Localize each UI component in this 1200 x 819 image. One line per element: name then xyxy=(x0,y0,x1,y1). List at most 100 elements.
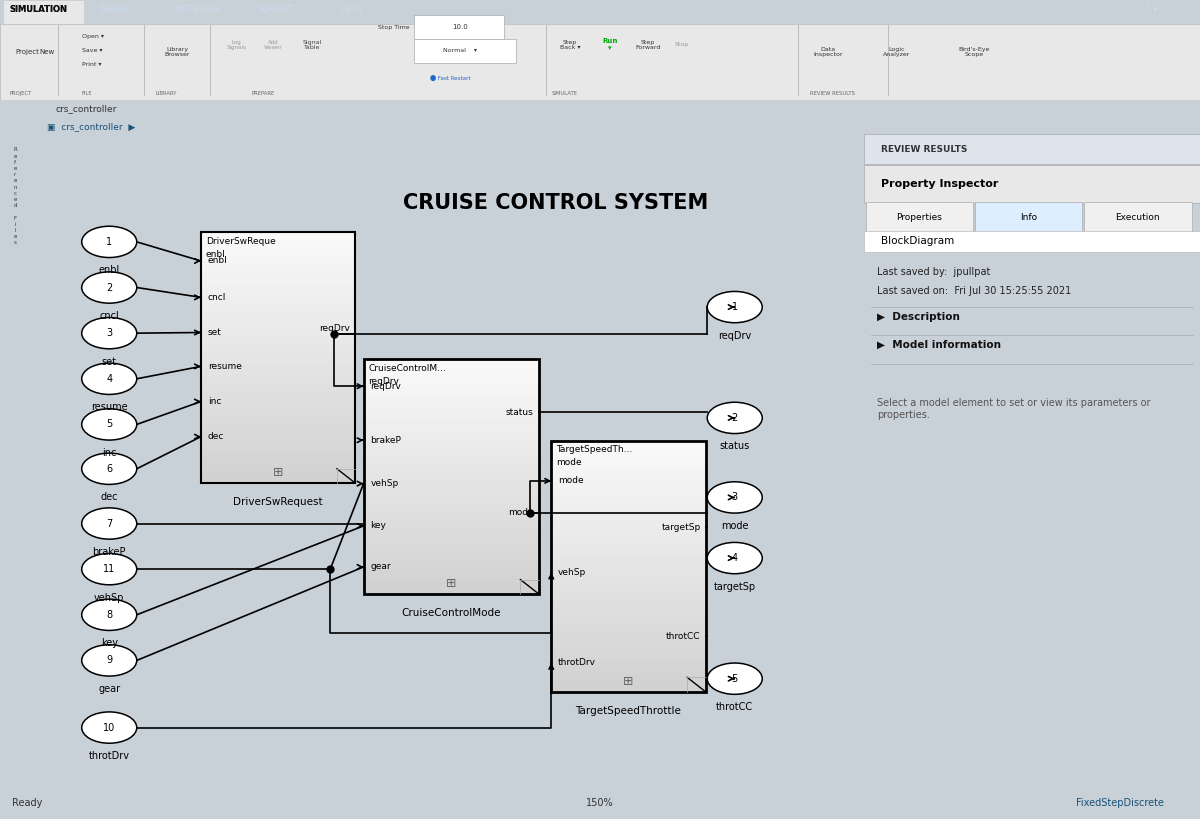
Bar xyxy=(551,491,706,495)
Bar xyxy=(364,484,539,488)
Text: Log
Signals: Log Signals xyxy=(227,39,246,50)
Bar xyxy=(364,418,539,422)
Bar xyxy=(551,658,706,663)
Bar xyxy=(200,479,355,483)
Bar xyxy=(551,512,706,516)
Text: SIMULATION: SIMULATION xyxy=(10,6,67,15)
Text: 10.0: 10.0 xyxy=(451,24,468,30)
Ellipse shape xyxy=(707,542,762,574)
Bar xyxy=(551,683,706,687)
Text: enbl: enbl xyxy=(206,250,226,259)
Bar xyxy=(364,512,539,516)
Bar xyxy=(551,504,706,508)
Text: DriverSwRequest: DriverSwRequest xyxy=(233,497,323,508)
Bar xyxy=(551,524,706,528)
Text: ▶  Description: ▶ Description xyxy=(877,312,960,322)
Bar xyxy=(200,253,355,257)
Bar xyxy=(364,481,539,484)
Bar xyxy=(364,519,539,523)
Ellipse shape xyxy=(82,272,137,303)
Text: key: key xyxy=(101,638,118,649)
Bar xyxy=(551,474,706,478)
Bar xyxy=(200,328,355,333)
Text: status: status xyxy=(506,408,534,417)
Text: 6: 6 xyxy=(106,464,113,473)
Bar xyxy=(200,245,355,249)
Text: enbl: enbl xyxy=(98,265,120,275)
Text: Stop Time: Stop Time xyxy=(378,25,409,30)
Text: FixedStepDiscrete: FixedStepDiscrete xyxy=(1076,798,1164,808)
Ellipse shape xyxy=(82,409,137,440)
Text: 8: 8 xyxy=(106,610,113,620)
Bar xyxy=(200,232,355,483)
Bar xyxy=(200,382,355,387)
Bar xyxy=(551,486,706,491)
Bar xyxy=(200,316,355,320)
Text: inc: inc xyxy=(102,448,116,458)
Bar xyxy=(364,426,539,430)
Bar xyxy=(364,508,539,512)
Bar xyxy=(551,516,706,520)
Bar xyxy=(551,671,706,675)
Text: ⬤ Fast Restart: ⬤ Fast Restart xyxy=(430,75,470,81)
FancyBboxPatch shape xyxy=(974,202,1082,232)
Bar xyxy=(551,441,706,445)
Bar xyxy=(551,495,706,500)
Bar xyxy=(364,496,539,500)
Bar xyxy=(551,595,706,600)
Bar xyxy=(200,303,355,307)
FancyBboxPatch shape xyxy=(1084,202,1192,232)
FancyBboxPatch shape xyxy=(0,24,1200,100)
Bar xyxy=(200,396,355,400)
Bar xyxy=(364,363,539,367)
Text: 3: 3 xyxy=(732,492,738,502)
Text: ⊞: ⊞ xyxy=(446,577,456,590)
Bar xyxy=(551,600,706,604)
Text: resume: resume xyxy=(91,402,127,412)
Text: cncl: cncl xyxy=(100,311,119,321)
Ellipse shape xyxy=(707,663,762,695)
Text: throtCC: throtCC xyxy=(666,632,701,641)
Bar xyxy=(364,402,539,406)
Text: 10: 10 xyxy=(103,722,115,732)
Bar xyxy=(364,371,539,375)
Text: set: set xyxy=(102,356,116,367)
Text: Signal
Table: Signal Table xyxy=(302,39,322,50)
Text: 5: 5 xyxy=(106,419,113,429)
Bar xyxy=(200,241,355,245)
Bar xyxy=(200,412,355,416)
FancyBboxPatch shape xyxy=(864,134,1200,164)
Bar xyxy=(364,378,539,382)
Bar xyxy=(551,562,706,566)
Bar xyxy=(364,391,539,395)
Bar xyxy=(551,641,706,645)
Bar xyxy=(200,237,355,241)
Text: Print ▾: Print ▾ xyxy=(82,62,101,67)
Text: TargetSpeedThrottle: TargetSpeedThrottle xyxy=(576,706,682,716)
Text: targetSp: targetSp xyxy=(661,523,701,532)
Text: targetSp: targetSp xyxy=(714,581,756,591)
Bar xyxy=(551,445,706,449)
Bar xyxy=(364,395,539,398)
Bar xyxy=(364,473,539,477)
Bar xyxy=(551,545,706,550)
Bar xyxy=(200,257,355,261)
Bar xyxy=(551,566,706,570)
Bar xyxy=(364,516,539,519)
Bar xyxy=(200,391,355,396)
Bar xyxy=(551,587,706,591)
Text: throtDrv: throtDrv xyxy=(89,751,130,761)
Bar xyxy=(364,554,539,559)
Text: ▶  Model information: ▶ Model information xyxy=(877,340,1002,350)
Text: ⊞: ⊞ xyxy=(272,466,283,479)
Bar xyxy=(551,462,706,466)
Bar xyxy=(551,613,706,617)
Text: New: New xyxy=(40,49,55,55)
Bar xyxy=(551,645,706,650)
Text: 11: 11 xyxy=(103,564,115,574)
Bar xyxy=(364,527,539,532)
Bar xyxy=(200,374,355,378)
Bar xyxy=(200,475,355,479)
Text: 9: 9 xyxy=(106,655,113,665)
Bar xyxy=(200,416,355,420)
